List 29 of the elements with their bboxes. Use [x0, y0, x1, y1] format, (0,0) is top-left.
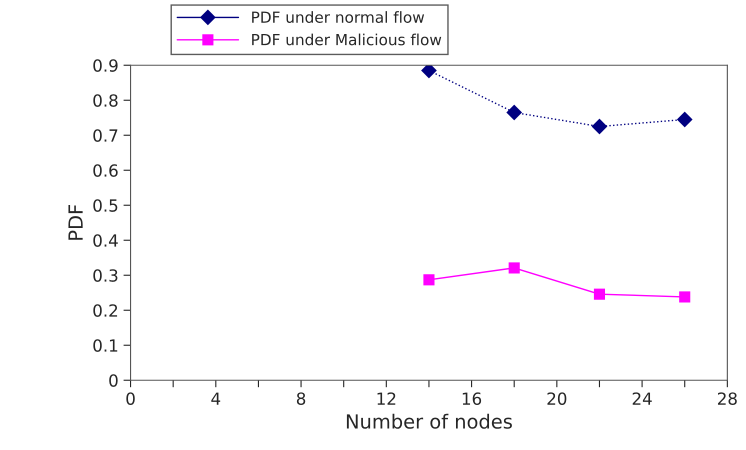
x-tick-label: 24: [632, 392, 652, 405]
y-tick-label: 0.7: [93, 129, 118, 142]
x-tick-label: 4: [211, 392, 220, 405]
x-tick-label: 12: [378, 392, 396, 405]
y-tick-label: 0.5: [93, 199, 118, 212]
point: [506, 104, 522, 120]
y-tick-label: 0.3: [93, 269, 118, 282]
point: [508, 262, 520, 274]
point: [592, 118, 608, 134]
y-axis-title: PDF: [68, 204, 83, 240]
x-tick-label: 16: [462, 392, 482, 405]
y-tick-label: 0.4: [93, 234, 118, 247]
y-tick-label: 0.8: [93, 94, 118, 107]
legend-label: PDF under Malicious flow: [252, 34, 442, 46]
point: [594, 288, 606, 300]
y-tick-label: 0.2: [93, 304, 118, 317]
x-tick-label: 20: [547, 392, 566, 405]
point: [423, 274, 435, 286]
y-tick-label: 0: [109, 374, 118, 387]
x-tick-label: 28: [718, 392, 737, 405]
y-tick-label: 0.1: [93, 339, 118, 352]
x-tick-label: 8: [296, 392, 306, 405]
y-tick-label: 0.9: [93, 59, 118, 72]
legend-label: PDF under normal flow: [252, 11, 424, 23]
x-tick-label: 0: [126, 392, 135, 405]
point: [679, 291, 690, 303]
x-axis-title: Number of nodes: [346, 414, 512, 429]
y-tick-label: 0.6: [93, 164, 118, 177]
point: [676, 112, 693, 128]
